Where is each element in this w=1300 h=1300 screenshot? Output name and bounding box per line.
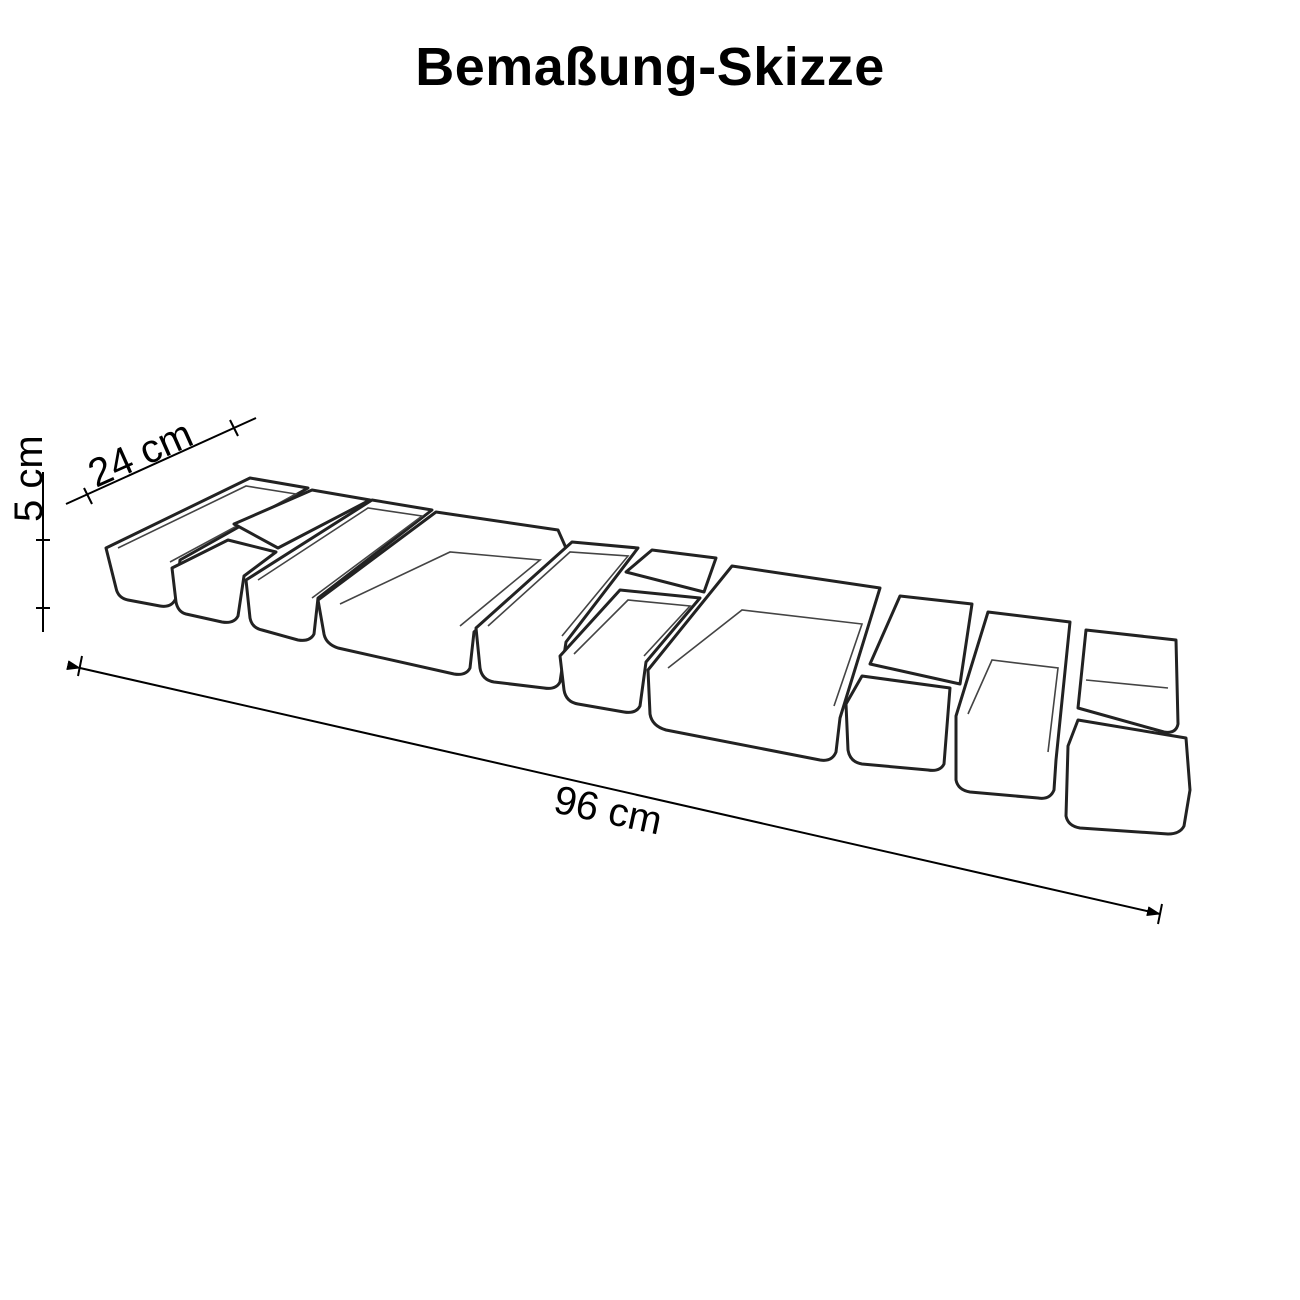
length-dimension-line (66, 660, 1161, 916)
length-label: 96 cm (550, 778, 666, 844)
length-tick-right (1157, 903, 1163, 925)
tray (624, 548, 718, 594)
depth-tick-right (229, 419, 239, 437)
depth-tick-left (83, 487, 93, 505)
depth-dimension-line (65, 417, 257, 505)
page-title: Bemaßung-Skizze (415, 37, 885, 97)
tray (244, 498, 434, 642)
depth-label: 24 cm (82, 412, 199, 497)
tray (1076, 628, 1180, 734)
height-label: 5 cm (7, 435, 51, 522)
height-dimension: 5 cm (7, 435, 51, 632)
length-tick-left (77, 655, 83, 677)
drawer-organizer-trays (104, 476, 1192, 836)
tray (954, 610, 1072, 800)
tray (1064, 718, 1192, 836)
